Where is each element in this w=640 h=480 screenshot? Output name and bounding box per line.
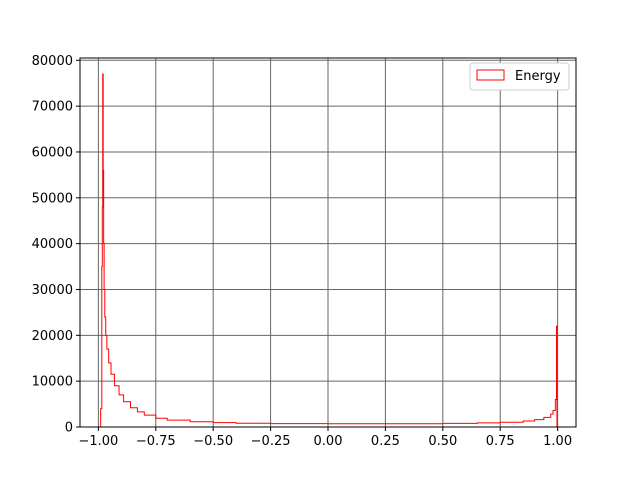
y-tick-label: 70000	[32, 100, 73, 115]
y-tick-label: 30000	[32, 283, 73, 298]
x-tick-label: −1.00	[78, 434, 118, 449]
series-layer	[100, 73, 558, 427]
x-tick-label: 0.00	[314, 434, 343, 449]
y-axis: 0 10000 20000 30000 40000 50000 60000 70000 8000…	[32, 54, 80, 436]
x-tick-label: −0.25	[251, 434, 291, 449]
legend-label-energy: Energy	[515, 69, 561, 84]
y-tick-label: 0	[65, 421, 73, 436]
x-tick-label: −0.50	[193, 434, 233, 449]
y-tick-label: 10000	[32, 375, 73, 390]
x-axis: −1.00 −0.75 −0.50 −0.25 0.00 0.25 0.50 0.75 1.00	[78, 427, 572, 449]
y-tick-label: 40000	[32, 237, 73, 252]
y-tick-label: 50000	[32, 191, 73, 206]
y-tick-label: 60000	[32, 145, 73, 160]
legend: Energy	[469, 62, 570, 91]
x-tick-label: 0.25	[371, 434, 400, 449]
x-tick-label: −0.75	[136, 434, 176, 449]
x-tick-label: 1.00	[543, 434, 572, 449]
y-tick-label: 80000	[32, 54, 73, 69]
x-tick-label: 0.75	[486, 434, 515, 449]
x-tick-label: 0.50	[428, 434, 457, 449]
y-tick-label: 20000	[32, 329, 73, 344]
legend-swatch-energy	[476, 69, 505, 81]
series-energy-histogram	[100, 73, 558, 427]
